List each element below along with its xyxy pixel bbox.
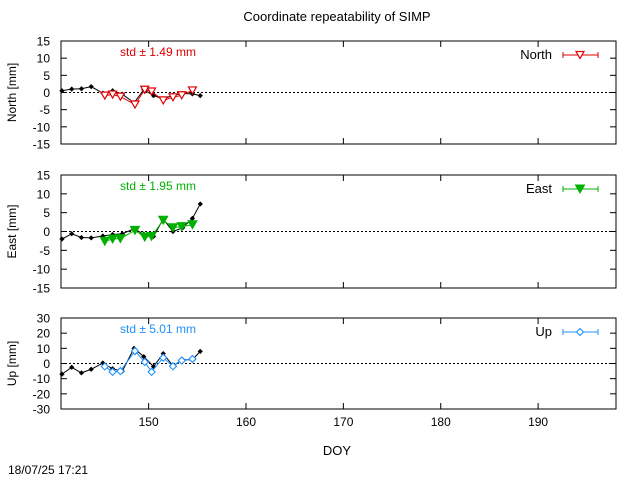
std-label: std ± 1.49 mm xyxy=(120,45,196,59)
data-point-east xyxy=(115,234,126,244)
data-point-north-reference xyxy=(78,86,85,92)
std-label: std ± 5.01 mm xyxy=(120,322,196,336)
data-point-east xyxy=(107,234,118,245)
data-point-up xyxy=(168,361,178,371)
y-tick-label: -20 xyxy=(33,387,51,401)
data-point-north xyxy=(115,92,126,102)
y-tick-label: 5 xyxy=(43,206,50,220)
x-tick-label: 180 xyxy=(431,415,451,429)
data-point-east-reference xyxy=(197,201,203,207)
data-point-north xyxy=(146,87,157,97)
y-tick-label: 0 xyxy=(43,225,50,239)
data-point-north xyxy=(139,85,150,95)
data-point-north xyxy=(187,86,198,96)
y-tick-label: 10 xyxy=(37,342,51,356)
y-tick-label: 0 xyxy=(43,86,50,100)
x-tick-label: 170 xyxy=(333,415,353,429)
data-point-east xyxy=(99,236,111,247)
x-tick-label: 160 xyxy=(236,415,256,429)
y-tick-label: -15 xyxy=(33,282,51,296)
data-point-east xyxy=(187,220,198,230)
y-tick-label: -10 xyxy=(33,120,51,134)
plot-frame xyxy=(60,40,617,145)
data-point-up xyxy=(177,356,187,365)
y-tick-label: 15 xyxy=(37,35,51,49)
y-tick-label: 30 xyxy=(37,312,51,326)
legend-label: North xyxy=(520,47,552,62)
data-point-up xyxy=(108,367,117,377)
data-point-north xyxy=(167,93,179,103)
y-tick-label: 10 xyxy=(37,187,51,201)
y-tick-label: -10 xyxy=(33,263,51,277)
data-point-east xyxy=(157,215,169,226)
data-point-north xyxy=(99,91,110,101)
timestamp: 18/07/25 17:21 xyxy=(8,463,88,477)
data-point-east xyxy=(146,231,157,242)
panel-east: 15 10 5 0 -5 -10 -15 East [mm] std ± 1.95 mm East xyxy=(5,169,617,296)
data-point-north-reference xyxy=(88,84,94,90)
data-point-north-reference xyxy=(197,92,203,99)
x-axis-label: DOY xyxy=(323,443,352,458)
legend-label: East xyxy=(526,181,552,196)
legend-marker xyxy=(575,327,585,337)
std-label: std ± 1.95 mm xyxy=(120,179,196,193)
plot-frame xyxy=(60,174,617,289)
x-tick-label: 150 xyxy=(139,415,159,429)
data-point-east-reference xyxy=(78,234,85,241)
y-tick-label: 15 xyxy=(37,169,51,183)
data-point-up-reference xyxy=(88,366,94,372)
data-point-up-reference xyxy=(197,348,203,354)
x-tick-label: 190 xyxy=(528,415,548,429)
y-tick-label: 0 xyxy=(43,357,50,371)
y-tick-label: 10 xyxy=(37,52,51,66)
y-tick-label: -5 xyxy=(39,244,50,258)
data-point-up-reference xyxy=(69,364,75,370)
chart-title: Coordinate repeatability of SIMP xyxy=(243,9,430,24)
data-point-east-reference xyxy=(69,231,75,237)
y-tick-label: -15 xyxy=(33,138,51,152)
y-tick-label: 20 xyxy=(37,327,51,341)
data-point-up xyxy=(140,357,150,367)
legend-marker xyxy=(574,50,586,60)
data-point-east xyxy=(167,223,179,233)
y-tick-label: -30 xyxy=(33,403,51,417)
series-line-north xyxy=(104,89,193,106)
legend-label: Up xyxy=(535,324,552,339)
data-point-up xyxy=(147,367,156,377)
data-point-up-reference xyxy=(78,370,85,376)
data-point-up xyxy=(188,354,197,364)
y-axis-label: Up [mm] xyxy=(5,341,19,386)
data-point-north-reference xyxy=(69,86,75,92)
y-tick-label: 5 xyxy=(43,69,50,83)
legend-marker xyxy=(574,184,586,195)
series-line-east xyxy=(104,219,193,242)
data-point-east xyxy=(129,225,141,236)
data-point-up xyxy=(130,346,140,356)
y-tick-label: -5 xyxy=(39,103,50,117)
plot-frame xyxy=(60,317,617,410)
data-point-north xyxy=(176,91,187,100)
data-point-east xyxy=(139,232,151,243)
data-point-east xyxy=(176,222,188,232)
y-tick-label: -10 xyxy=(33,372,51,386)
panel-north: 15 10 5 0 -5 -10 -15 North [mm] std ± 1.49 mm Nor… xyxy=(5,35,617,152)
data-point-up xyxy=(158,353,168,363)
data-point-north xyxy=(129,100,141,110)
data-point-up xyxy=(116,366,125,376)
data-point-east-reference xyxy=(88,235,94,241)
data-point-up xyxy=(100,362,110,371)
y-axis-label: North [mm] xyxy=(5,63,19,122)
data-point-north xyxy=(107,90,118,100)
y-axis-label: East [mm] xyxy=(5,204,19,258)
data-point-north xyxy=(158,96,169,106)
